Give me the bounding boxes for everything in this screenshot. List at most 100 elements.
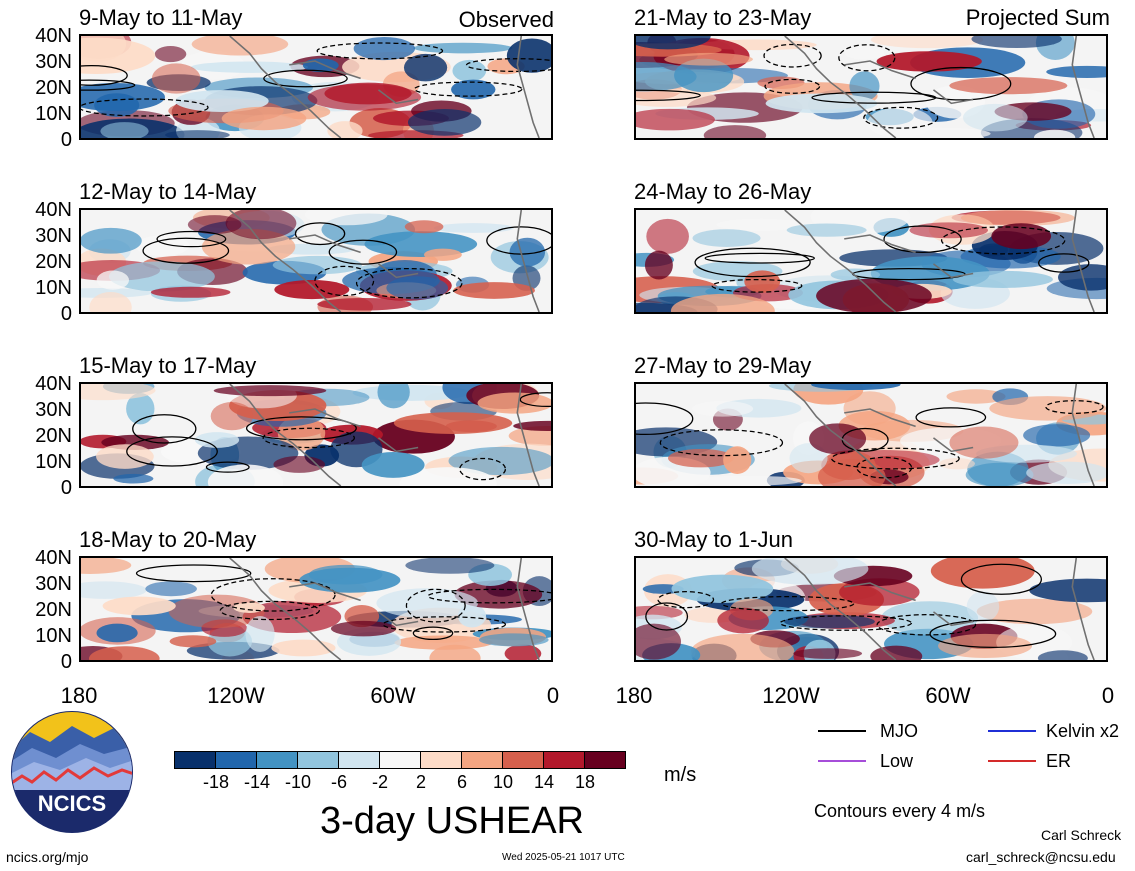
colorbar-label: -14 [243, 772, 270, 792]
shear-anomaly-blob [81, 384, 156, 401]
colorbar-label: 14 [533, 772, 555, 792]
shear-anomaly-blob [876, 51, 982, 72]
shear-anomaly-blob [786, 223, 867, 237]
lat-label: 30N [35, 573, 72, 595]
lat-label: 0 [60, 477, 72, 499]
coastline [784, 210, 1095, 312]
lat-label: 20N [35, 425, 72, 447]
lon-label: 0 [1101, 683, 1115, 708]
mjo-contour [645, 602, 689, 631]
lon-label: 120W [762, 683, 820, 708]
shear-anomaly-blob [691, 633, 795, 660]
legend-line-er [988, 760, 1036, 762]
footer-author: Carl Schreck [1041, 827, 1122, 843]
shear-anomaly-blob [207, 464, 284, 486]
shear-anomaly-blob [169, 635, 217, 648]
lat-label: 30N [35, 51, 72, 73]
shear-anomaly-blob [849, 71, 880, 101]
shear-anomaly-blob [175, 90, 269, 113]
shear-anomaly-blob [952, 270, 1053, 288]
shear-anomaly-blob [971, 36, 1062, 49]
shear-anomaly-blob [190, 61, 309, 73]
shear-anomaly-blob [636, 108, 715, 131]
shear-anomaly-blob [513, 420, 551, 432]
shear-anomaly-blob [636, 61, 697, 92]
shear-anomaly-blob [636, 623, 682, 660]
colorbar-label: -18 [202, 772, 229, 792]
shear-anomaly-blob [405, 558, 495, 574]
lat-label: 0 [60, 651, 72, 673]
mjo-contour [81, 65, 128, 86]
shear-anomaly-blob [307, 84, 422, 111]
shear-anomaly-blob [1023, 424, 1091, 447]
shear-anomaly-blob [668, 448, 734, 468]
coastline [229, 210, 540, 312]
lat-label: 0 [60, 303, 72, 325]
shear-map [79, 34, 553, 140]
shear-anomaly-blob [100, 122, 149, 138]
lat-label: 10N [35, 103, 72, 125]
shear-anomaly-blob [165, 130, 230, 138]
shear-anomaly-blob [330, 620, 397, 637]
lon-label: 120W [207, 683, 265, 708]
shear-anomaly-blob [966, 591, 1000, 622]
shear-anomaly-blob [89, 646, 160, 660]
mjo-contour [657, 591, 715, 609]
shear-anomaly-blob [274, 280, 350, 300]
mjo-contour [704, 252, 815, 264]
mjo-contour [412, 626, 454, 641]
mjo-contour [811, 91, 937, 104]
lat-label: 10N [35, 451, 72, 473]
colorbar-swatch [543, 751, 585, 769]
shear-anomaly-blob [423, 248, 462, 261]
mjo-contour [294, 222, 346, 246]
shear-anomaly-blob [225, 210, 297, 240]
shear-anomaly-blob [963, 103, 1028, 132]
mjo-contour [711, 278, 803, 293]
shear-anomaly-blob [793, 648, 863, 659]
shear-anomaly-blob [394, 635, 493, 650]
shear-anomaly-blob [433, 223, 514, 233]
panel-title: 9-May to 11-May [79, 5, 243, 30]
shear-anomaly-blob [504, 644, 542, 660]
shear-map [634, 208, 1108, 314]
shear-anomaly-blob [113, 473, 154, 484]
lon-label: 180 [60, 683, 98, 708]
lat-label: 10N [35, 277, 72, 299]
shear-anomaly-blob [403, 53, 448, 82]
contours-note: Contours every 4 m/s [814, 801, 986, 821]
mjo-contour [764, 78, 821, 94]
colorbar-units: m/s [664, 764, 697, 786]
colorbar-swatch [461, 751, 503, 769]
mjo-contour [263, 69, 348, 88]
colorbar-label: 10 [492, 772, 514, 792]
shear-anomaly-blob [671, 574, 774, 603]
shear-map [634, 382, 1108, 488]
colorbar-label: -6 [330, 772, 347, 792]
coastline [229, 384, 540, 486]
shear-anomaly-blob [308, 564, 383, 585]
shear-anomaly-blob [881, 601, 979, 635]
shear-anomaly-blob [816, 278, 932, 312]
shear-anomaly-blob [811, 384, 901, 391]
legend-label: Kelvin x2 [1046, 721, 1120, 741]
shear-anomaly-blob [939, 457, 976, 470]
colorbar-swatch [174, 751, 216, 769]
legend-line-mjo [818, 730, 866, 732]
shear-anomaly-blob [1046, 65, 1106, 78]
shear-anomaly-blob [1037, 650, 1088, 660]
shear-anomaly-blob [81, 37, 156, 75]
shear-anomaly-blob [636, 36, 711, 50]
mjo-contour [720, 595, 855, 612]
shear-map [79, 556, 553, 662]
shear-anomaly-blob [989, 396, 1106, 421]
shear-anomaly-blob [946, 389, 1006, 404]
colorbar-label: 18 [574, 772, 596, 792]
mjo-contour [382, 616, 507, 633]
colorbar-swatch [297, 751, 339, 769]
mjo-contour [694, 247, 811, 278]
shear-anomaly-blob [353, 37, 415, 61]
shear-anomaly-blob [81, 581, 147, 599]
shear-anomaly-blob [453, 282, 535, 299]
shear-anomaly-blob [452, 59, 487, 82]
